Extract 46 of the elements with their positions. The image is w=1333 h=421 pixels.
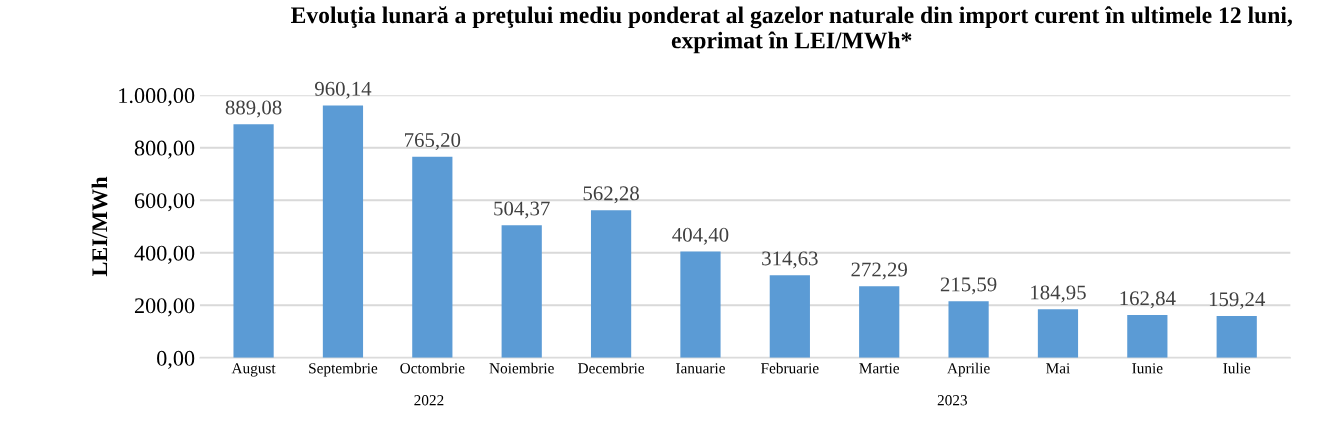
y-tick-label: 800,00 [134,140,195,159]
x-tick-label: Februarie [761,362,819,374]
x-tick-label: August [231,363,276,377]
data-label: 272,29 [851,262,907,280]
data-label: 889,08 [225,100,282,118]
x-tick-label: Iulie [1223,362,1251,374]
text: 2022 [414,395,444,406]
data-label: 162,84 [1120,291,1176,309]
bar [590,210,632,358]
bar [948,301,989,358]
text: 2023 [937,395,967,406]
data-label: 184,95 [1031,285,1086,303]
bar [1037,309,1079,358]
data-label: 504,37 [494,201,550,219]
bar [1127,315,1168,358]
data-label: 960,14 [314,81,372,99]
y-tick-label: 0,00 [157,350,195,369]
data-label: 765,20 [405,132,461,151]
data-label: 562,28 [583,186,639,204]
data-label: 404,40 [672,227,729,245]
bar [233,124,274,358]
y-tick-label: 200,00 [134,298,195,317]
bar [412,156,453,358]
chart-title: Evoluţia lunară a preţului mediu ponderat al gazelor naturale din import curent în ultimele 12 luni, exprimat în LEI/MWh* [291,6,1292,54]
data-label: 159,24 [1209,292,1266,310]
x-tick-label: Octombrie [400,362,465,374]
y-tick-label: 600,00 [134,193,195,212]
x-tick-label: Noiembrie [489,362,554,374]
x-tick-label: Iunie [1132,363,1163,374]
y-tick-label: 400,00 [134,245,195,264]
x-tick-label: Decembrie [578,362,645,374]
data-label: 314,63 [762,251,818,269]
bar [1216,316,1257,358]
x-tick-label: Aprilie [947,362,990,377]
y-tick-label: 1.000,00 [119,88,195,107]
bar [680,251,721,358]
bar [769,275,810,358]
x-tick-label: Mai [1046,363,1070,374]
bar [859,286,900,358]
x-tick-label: Septembrie [309,362,378,377]
y-axis-title: LEI/MWh [91,176,108,277]
x-tick-label: Martie [859,363,900,374]
bar [501,225,542,358]
x-tick-label: Ianuarie [675,363,725,374]
data-label: 215,59 [940,277,997,295]
bar [322,105,364,358]
